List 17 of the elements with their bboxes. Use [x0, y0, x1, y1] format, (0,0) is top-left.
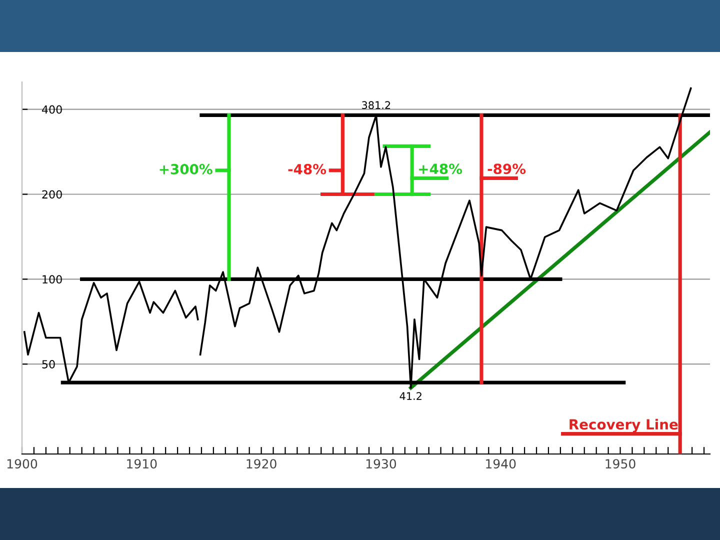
annotation: 41.2 [400, 392, 422, 400]
annotation: -48% [288, 164, 326, 174]
annotation: +300% [160, 164, 212, 174]
annotation: 381.2 [362, 101, 390, 110]
y-tick-label: 200 [42, 190, 62, 199]
annotation: Recovery Line [570, 418, 678, 432]
x-tick-label: 1910 [127, 459, 157, 469]
x-tick-label: 1930 [366, 459, 396, 469]
x-tick-label: 1920 [246, 459, 276, 469]
annotation: +48% [419, 164, 462, 174]
y-tick-label: 400 [42, 105, 62, 114]
x-tick-label: 1900 [7, 459, 38, 469]
y-tick-label: 100 [42, 275, 62, 284]
annotation: -89% [488, 164, 526, 174]
y-tick-label: 50 [42, 360, 55, 368]
x-tick-label: 1940 [486, 459, 516, 469]
x-tick-label: 1950 [606, 459, 636, 469]
